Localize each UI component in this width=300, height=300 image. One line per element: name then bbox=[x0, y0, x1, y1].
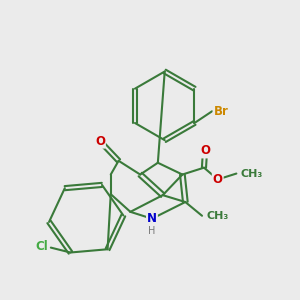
Text: Cl: Cl bbox=[36, 240, 48, 253]
Text: O: O bbox=[200, 145, 210, 158]
Text: Br: Br bbox=[214, 105, 228, 118]
Text: O: O bbox=[95, 135, 105, 148]
Text: CH₃: CH₃ bbox=[241, 169, 263, 178]
Text: N: N bbox=[147, 212, 157, 225]
Text: CH₃: CH₃ bbox=[206, 211, 229, 221]
Text: H: H bbox=[148, 226, 156, 236]
Text: O: O bbox=[213, 173, 223, 186]
